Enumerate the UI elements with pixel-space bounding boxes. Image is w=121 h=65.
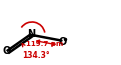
Text: N: N (27, 29, 35, 39)
Text: O: O (58, 37, 67, 47)
Text: O: O (2, 46, 11, 56)
Text: 119.7 pm: 119.7 pm (26, 41, 64, 47)
Text: 134.3°: 134.3° (22, 51, 50, 60)
